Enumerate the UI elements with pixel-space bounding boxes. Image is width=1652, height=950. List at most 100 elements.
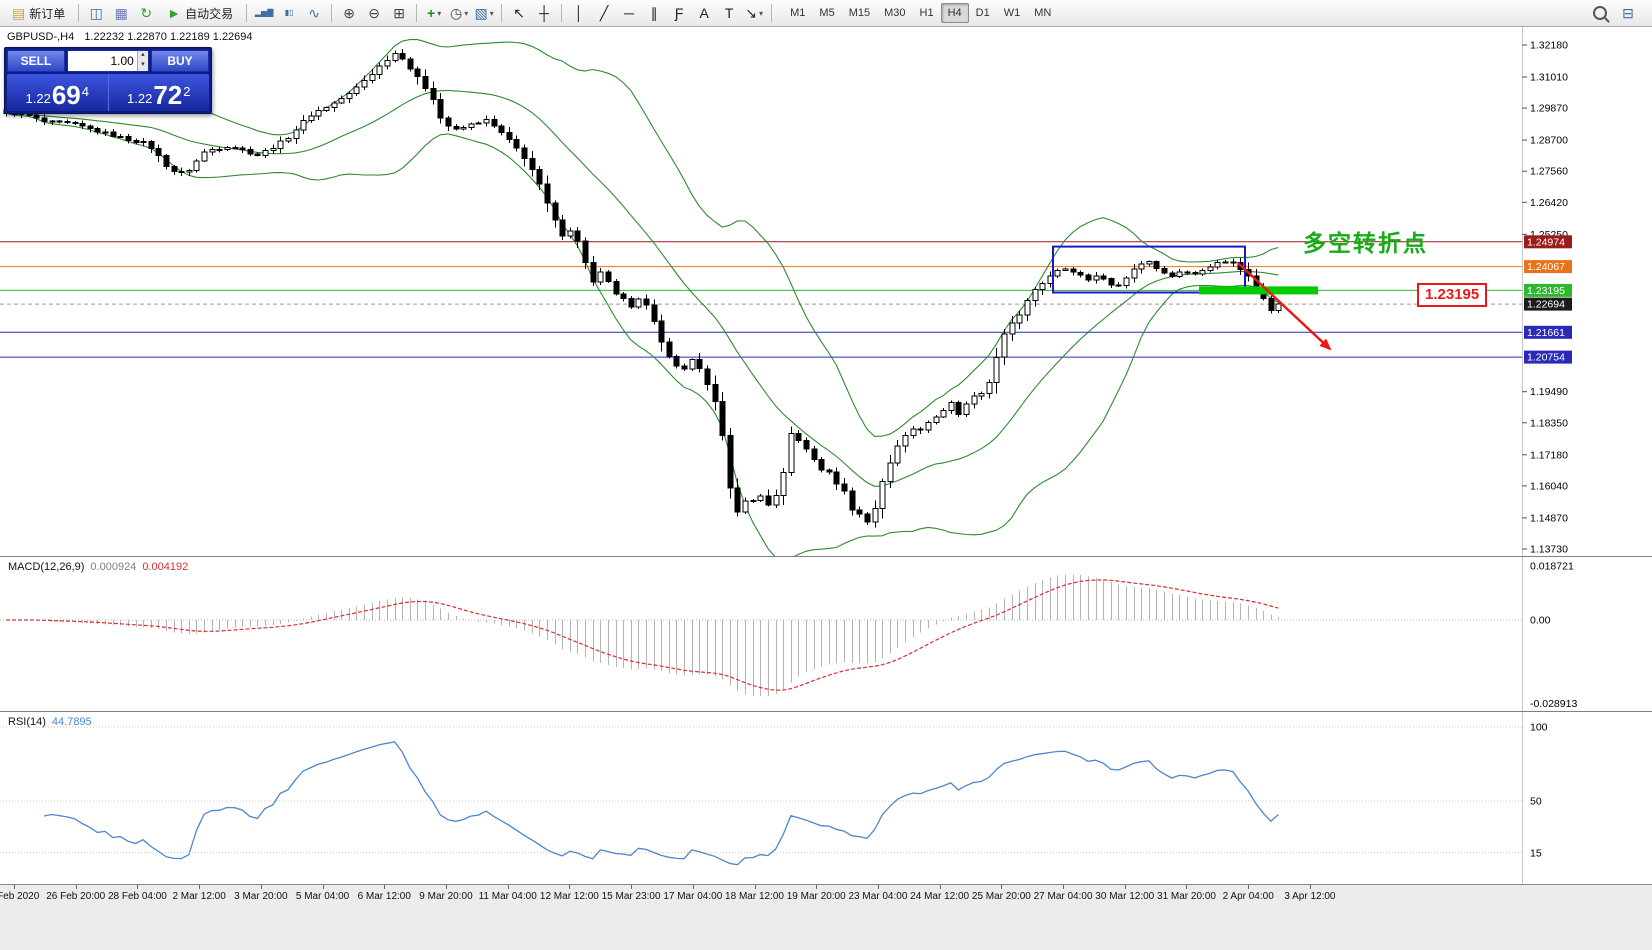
time-axis-label: 28 Feb 04:00 bbox=[107, 891, 167, 902]
autotrading-button[interactable]: ► 自动交易 bbox=[159, 2, 241, 25]
time-axis-label: 2 Mar 12:00 bbox=[172, 891, 226, 902]
toolbar-separator bbox=[501, 4, 503, 22]
price-tag bbox=[1524, 260, 1572, 274]
price-axis-label: 1.31010 bbox=[1530, 72, 1568, 84]
tile-windows-icon[interactable]: ⊞ bbox=[387, 2, 411, 25]
panel-toggle-icon[interactable]: ⊟ bbox=[1616, 2, 1640, 25]
rsi-axis-label: 15 bbox=[1530, 847, 1542, 859]
buy-price-display[interactable]: 1.22 72 2 bbox=[107, 74, 210, 111]
cursor-icon[interactable]: ↖ bbox=[507, 2, 531, 25]
text-label-icon: T bbox=[724, 5, 734, 21]
sell-price-display[interactable]: 1.22 69 4 bbox=[7, 74, 108, 111]
time-axis-label: 5 Feb 2020 bbox=[0, 891, 40, 902]
dropdown-arrow-icon[interactable]: ▾ bbox=[758, 8, 763, 18]
timeframe-h1[interactable]: H1 bbox=[919, 7, 934, 19]
new-order-button[interactable]: ▤ 新订单 bbox=[4, 2, 73, 25]
templates-icon[interactable]: ▧ ▾ bbox=[472, 2, 496, 25]
arrows-tool-icon[interactable]: ↘ ▾ bbox=[742, 2, 766, 25]
volume-input[interactable] bbox=[68, 51, 137, 71]
timeframe-mn[interactable]: MN bbox=[1034, 7, 1052, 19]
macd-title: MACD(12,26,9) 0.000924 0.004192 bbox=[8, 561, 188, 573]
rsi-panel[interactable]: 100 50 15 bbox=[0, 712, 1652, 884]
volume-down-button[interactable]: ▾ bbox=[137, 61, 148, 71]
chart-window-icon: ◫ bbox=[89, 5, 103, 21]
time-axis-label: 25 Mar 20:00 bbox=[971, 891, 1031, 902]
time-axis-tick bbox=[816, 885, 818, 889]
bar-chart-icon[interactable]: ▂▅▇ bbox=[252, 2, 276, 25]
price-axis-label: 1.14870 bbox=[1530, 512, 1568, 524]
indicators-icon[interactable]: + ▾ bbox=[422, 2, 446, 25]
time-axis-tick bbox=[1001, 885, 1003, 889]
macd-signal-line bbox=[6, 579, 1279, 691]
candlestick-chart-icon[interactable]: ▮▯ bbox=[277, 2, 301, 25]
fibonacci-icon[interactable]: Ƒ bbox=[667, 2, 691, 25]
text-label-icon[interactable]: T bbox=[717, 2, 741, 25]
price-tag-label: 1.24067 bbox=[1527, 261, 1565, 273]
support-price-label[interactable]: 1.23195 bbox=[1417, 283, 1488, 307]
price-axis-label: 1.19490 bbox=[1530, 386, 1568, 398]
price-tag bbox=[1524, 283, 1572, 297]
time-axis-label: 3 Mar 20:00 bbox=[234, 891, 288, 902]
search-icon bbox=[1593, 6, 1607, 20]
time-axis-tick bbox=[445, 885, 447, 889]
volume-up-button[interactable]: ▴ bbox=[137, 51, 148, 61]
time-axis-label: 11 Mar 04:00 bbox=[478, 891, 537, 902]
time-axis-label: 30 Mar 12:00 bbox=[1095, 891, 1155, 902]
time-axis-label: 15 Mar 23:00 bbox=[601, 891, 661, 902]
chart-ohlc-readout: GBPUSD-,H4 1.22232 1.22870 1.22189 1.226… bbox=[7, 31, 253, 43]
support-highlight[interactable] bbox=[1199, 286, 1318, 295]
market-watch-icon[interactable]: ▦ bbox=[109, 2, 133, 25]
price-tag-label: 1.21661 bbox=[1527, 327, 1565, 339]
price-axis-label: 1.13730 bbox=[1530, 544, 1568, 556]
dropdown-arrow-icon[interactable]: ▾ bbox=[489, 8, 494, 18]
time-axis-tick bbox=[137, 885, 139, 889]
time-axis-tick bbox=[260, 885, 262, 889]
turning-point-annotation[interactable]: 多空转折点 bbox=[1303, 230, 1428, 256]
buy-price-sup: 2 bbox=[183, 84, 191, 99]
channel-icon: ∥ bbox=[650, 5, 658, 21]
timeframe-h4[interactable]: H4 bbox=[940, 3, 969, 23]
text-icon[interactable]: A bbox=[692, 2, 716, 25]
price-tag-label: 1.22694 bbox=[1527, 299, 1565, 311]
timeframe-m5[interactable]: M5 bbox=[819, 7, 835, 19]
chart-window-icon[interactable]: ◫ bbox=[84, 2, 108, 25]
timeframe-d1[interactable]: D1 bbox=[975, 7, 990, 19]
price-tag-label: 1.24974 bbox=[1527, 236, 1565, 248]
horizontal-line-icon[interactable]: ─ bbox=[617, 2, 641, 25]
time-axis-tick bbox=[692, 885, 694, 889]
main-price-chart[interactable]: 1.32180 1.31010 1.29870 1.28700 1.27560 1.264… bbox=[0, 27, 1652, 557]
line-chart-icon[interactable]: ∿ bbox=[302, 2, 326, 25]
buy-button[interactable]: BUY bbox=[151, 50, 209, 72]
time-axis-label: 6 Mar 12:00 bbox=[357, 891, 411, 902]
sell-button[interactable]: SELL bbox=[7, 50, 65, 72]
channel-icon[interactable]: ∥ bbox=[642, 2, 666, 25]
trendline-icon[interactable]: ╱ bbox=[592, 2, 616, 25]
periods-icon: ◷ bbox=[450, 5, 463, 21]
timeframe-m15[interactable]: M15 bbox=[848, 7, 871, 19]
dropdown-arrow-icon[interactable]: ▾ bbox=[464, 8, 469, 18]
toolbar-separator bbox=[246, 4, 248, 22]
price-axis-label: 1.32180 bbox=[1530, 40, 1568, 52]
time-axis-label: 17 Mar 04:00 bbox=[663, 891, 723, 902]
macd-panel[interactable]: 0.018721 0.00 -0.028913 bbox=[0, 557, 1652, 712]
search-icon[interactable] bbox=[1588, 2, 1612, 25]
dropdown-arrow-icon[interactable]: ▾ bbox=[437, 8, 442, 18]
timeframe-m30[interactable]: M30 bbox=[884, 7, 906, 19]
timeframe-w1[interactable]: W1 bbox=[1003, 7, 1021, 19]
timeframe-m1[interactable]: M1 bbox=[790, 7, 806, 19]
price-axis-label: 1.27560 bbox=[1530, 166, 1568, 178]
time-axis-tick bbox=[507, 885, 509, 889]
crosshair-icon[interactable]: ┼ bbox=[532, 2, 556, 25]
refresh-icon[interactable]: ↻ bbox=[134, 2, 158, 25]
periods-icon[interactable]: ◷ ▾ bbox=[447, 2, 471, 25]
zoom-out-icon[interactable]: ⊖ bbox=[362, 2, 386, 25]
time-axis-label: 23 Mar 04:00 bbox=[848, 891, 908, 902]
buy-price-prefix: 1.22 bbox=[127, 90, 153, 106]
vertical-line-icon[interactable]: │ bbox=[567, 2, 591, 25]
sell-direction-arrow[interactable] bbox=[1237, 262, 1332, 351]
volume-control: ▴ ▾ bbox=[67, 50, 149, 72]
sell-price-prefix: 1.22 bbox=[25, 90, 51, 106]
zoom-in-icon[interactable]: ⊕ bbox=[337, 2, 361, 25]
price-tag bbox=[1524, 235, 1572, 249]
